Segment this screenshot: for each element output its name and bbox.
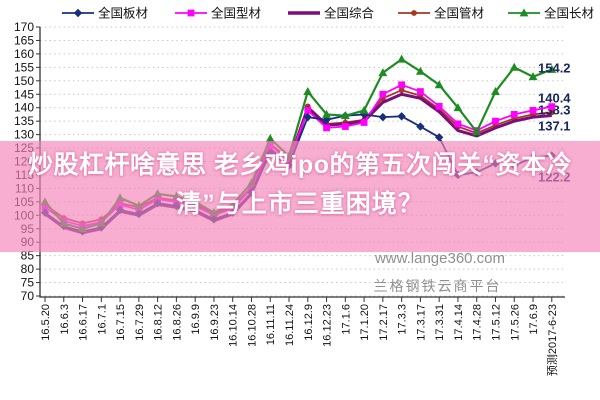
x-axis-label: 16.12.23 bbox=[322, 304, 334, 347]
x-axis-label: 16.6.3 bbox=[59, 304, 71, 335]
legend-marker-pipe bbox=[411, 10, 417, 16]
series-marker-section bbox=[398, 81, 406, 89]
x-axis-label: 16.9.9 bbox=[190, 304, 202, 335]
series-marker-long bbox=[453, 103, 463, 112]
series-marker-section bbox=[341, 123, 349, 130]
series-marker-long bbox=[528, 72, 538, 81]
series-marker-long bbox=[416, 66, 425, 75]
series-marker-section bbox=[510, 111, 518, 118]
series-marker-section bbox=[454, 120, 462, 128]
series-marker-long bbox=[303, 86, 313, 95]
series-marker-plate bbox=[397, 112, 406, 121]
legend-marker-section bbox=[187, 9, 195, 17]
series-marker-plate bbox=[303, 112, 312, 122]
x-axis-label: 16.5.20 bbox=[40, 304, 52, 341]
headline-line2: 清”与上市三重困境？ bbox=[176, 190, 424, 218]
series-marker-long bbox=[509, 62, 519, 71]
y-axis-label: 135 bbox=[14, 114, 34, 128]
series-marker-long bbox=[491, 86, 500, 95]
series-marker-section bbox=[360, 119, 368, 126]
y-axis-label: 150 bbox=[14, 74, 34, 88]
series-end-label-section: 140.4 bbox=[538, 91, 571, 106]
legend-label-long: 全国长材 bbox=[544, 6, 594, 21]
x-axis-label: 16.7.29 bbox=[134, 304, 146, 341]
series-marker-long bbox=[378, 68, 388, 77]
series-marker-section bbox=[492, 117, 499, 125]
series-marker-section bbox=[323, 124, 330, 132]
series-marker-long bbox=[472, 127, 482, 136]
series-end-label-composite: 137.1 bbox=[538, 119, 571, 134]
y-axis-label: 75 bbox=[21, 276, 35, 290]
x-axis-label: 17.3.17 bbox=[415, 304, 427, 341]
x-axis-label: 17.6.9 bbox=[528, 304, 540, 335]
series-marker-long bbox=[322, 109, 331, 118]
headline-line1: 炒股杠杆啥意思 老乡鸡ipo的第五次闯关“资本冷 bbox=[28, 151, 572, 179]
y-axis-label: 155 bbox=[14, 60, 34, 74]
series-end-label-long: 154.2 bbox=[538, 61, 571, 76]
axis-lines bbox=[39, 27, 565, 298]
x-axis-label: 16.10.14 bbox=[228, 304, 240, 347]
y-axis-label: 165 bbox=[14, 33, 34, 47]
legend-label-composite: 全国综合 bbox=[324, 6, 375, 21]
series-marker-long bbox=[265, 134, 275, 143]
legend-label-plate: 全国板材 bbox=[98, 6, 148, 21]
x-axis-label: 17.1.20 bbox=[359, 304, 371, 341]
series-marker-long bbox=[547, 64, 557, 73]
y-axis-label: 80 bbox=[21, 262, 35, 276]
x-axis-label: 17.2.17 bbox=[378, 304, 390, 341]
series-marker-pipe bbox=[548, 109, 555, 116]
series-marker-section bbox=[304, 106, 312, 114]
x-axis-label: 16.11.24 bbox=[284, 304, 296, 346]
x-axis-label: 17.5.26 bbox=[509, 304, 521, 341]
x-axis-label: 17.3.31 bbox=[434, 304, 446, 341]
x-axis-label: 16.8.12 bbox=[153, 304, 165, 341]
legend-label-section: 全国型材 bbox=[211, 6, 261, 21]
series-marker-plate bbox=[434, 133, 444, 142]
legend-marker-plate bbox=[73, 8, 83, 18]
y-axis-label: 140 bbox=[14, 101, 34, 115]
x-axis-label: 16.8.26 bbox=[171, 304, 183, 341]
x-axis-label: 预测2017-6-23 bbox=[546, 304, 559, 376]
x-axis-label: 17.1.6 bbox=[340, 304, 352, 335]
y-axis-label: 130 bbox=[14, 128, 34, 142]
x-axis-label: 16.6.17 bbox=[78, 304, 90, 341]
legend-label-pipe: 全国管材 bbox=[434, 6, 484, 21]
series-marker-section bbox=[529, 106, 537, 114]
series-marker-long bbox=[434, 80, 444, 89]
y-axis-label: 170 bbox=[14, 20, 34, 34]
x-axis-label: 16.10.28 bbox=[246, 304, 258, 347]
x-axis-label: 17.5.12 bbox=[490, 304, 502, 341]
headline-overlay: 炒股杠杆啥意思 老乡鸡ipo的第五次闯关“资本冷 清”与上市三重困境？ bbox=[0, 146, 600, 224]
watermark-site-url: www.lange360.com bbox=[374, 250, 506, 267]
series-marker-plate bbox=[378, 112, 388, 122]
series-marker-section bbox=[379, 90, 387, 98]
x-axis-label: 16.7.15 bbox=[115, 304, 127, 341]
y-axis-label: 160 bbox=[14, 47, 34, 61]
y-axis-label: 145 bbox=[14, 87, 34, 101]
legend-marker-long bbox=[519, 8, 529, 17]
x-axis-label: 17.4.14 bbox=[453, 304, 465, 341]
series-marker-long bbox=[359, 105, 369, 114]
y-axis-label: 70 bbox=[21, 289, 35, 303]
series-marker-section bbox=[417, 88, 424, 95]
series-marker-section bbox=[548, 103, 556, 111]
x-axis-label: 17.3.3 bbox=[397, 304, 409, 335]
x-axis-label: 16.12.9 bbox=[303, 304, 315, 341]
series-marker-long bbox=[397, 54, 407, 63]
watermark-platform-name: 兰格钢铁云商平台 bbox=[373, 278, 502, 294]
series-marker-section bbox=[435, 102, 443, 110]
series-marker-plate bbox=[416, 122, 425, 131]
x-axis-label: 16.11.11 bbox=[265, 304, 277, 345]
x-axis-label: 16.9.23 bbox=[209, 304, 221, 341]
series-marker-long bbox=[340, 111, 350, 120]
headline-overlay-band bbox=[0, 141, 600, 252]
x-axis-label: 16.7.1 bbox=[96, 304, 108, 335]
series-marker-pipe bbox=[398, 87, 405, 94]
x-axis-label: 17.4.28 bbox=[472, 304, 484, 341]
y-axis-label: 85 bbox=[21, 249, 35, 263]
